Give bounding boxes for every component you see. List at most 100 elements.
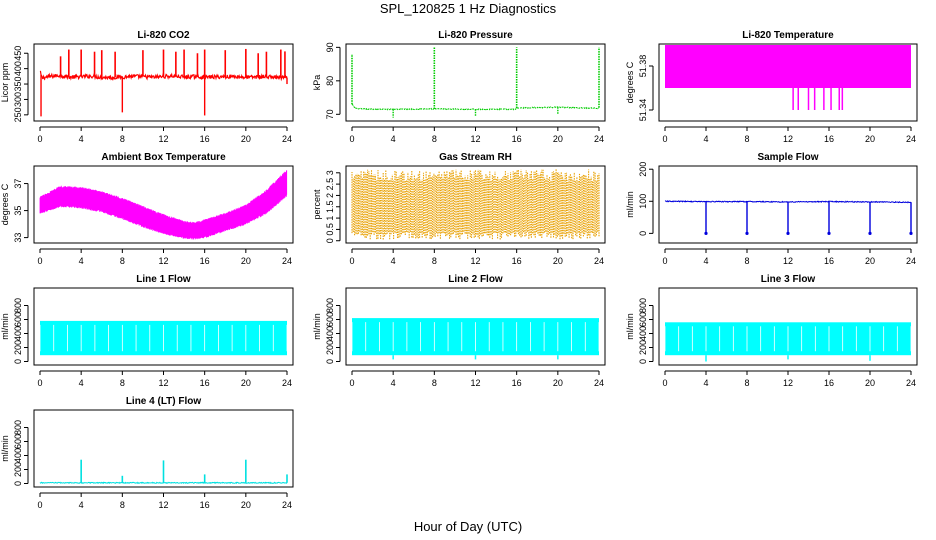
x-tick-label: 4 — [703, 378, 708, 388]
x-tick-label: 4 — [79, 134, 84, 144]
x-tick-label: 24 — [282, 378, 292, 388]
figure-x-axis-label: Hour of Day (UTC) — [414, 519, 522, 534]
x-tick-label: 16 — [512, 134, 522, 144]
panel-frame — [33, 165, 294, 244]
panel-6: Sample Flow ml/min 0 4 8 12 16 20 24 0 100 200 — [625, 152, 918, 266]
y-tick-label: 0 — [638, 359, 648, 364]
x-tick-label: 20 — [865, 378, 875, 388]
x-tick-label: 0 — [37, 500, 42, 510]
y-tick-label: 1.5 — [325, 201, 335, 214]
y-tick-label: 600 — [13, 434, 23, 449]
x-tick-label: 12 — [158, 500, 168, 510]
y-tick-label: 0 — [325, 359, 335, 364]
series-line-1 — [351, 103, 600, 111]
x-tick-label: 12 — [470, 134, 480, 144]
x-tick-label: 12 — [470, 378, 480, 388]
y-tick-label: 300 — [13, 92, 23, 107]
y-axis-label: ml/min — [625, 313, 635, 340]
x-tick-label: 12 — [783, 256, 793, 266]
flow-point — [827, 231, 831, 235]
y-axis-label: percent — [312, 189, 322, 220]
x-tick-label: 4 — [391, 378, 396, 388]
panel-5: Gas Stream RH percent 0 4 8 12 16 20 24 0 0.5 1 1.5 2… — [312, 152, 606, 266]
panel-title: Line 2 Flow — [448, 274, 503, 285]
y-tick-label: 400 — [325, 326, 335, 341]
plot-area — [39, 320, 288, 356]
panel-frame — [658, 43, 918, 122]
panel-frame — [33, 409, 294, 488]
plot-area — [351, 318, 600, 360]
x-tick-label: 12 — [158, 134, 168, 144]
y-tick-label: 90 — [325, 42, 335, 52]
panel-8: Line 2 Flow ml/min 0 4 8 12 16 20 24 0 20040060080… — [312, 274, 606, 388]
y-tick-label: 35 — [13, 206, 23, 216]
y-tick-label: 37 — [13, 179, 23, 189]
y-tick-label: 800 — [13, 298, 23, 313]
y-axis-label: ml/min — [0, 313, 10, 340]
x-tick-label: 8 — [432, 134, 437, 144]
plot-area — [351, 47, 600, 118]
panel-9: Line 3 Flow ml/min 0 4 8 12 16 20 24 0 20040060080… — [625, 274, 918, 388]
x-tick-label: 16 — [200, 134, 210, 144]
panel-3: Li-820 Temperature degrees C 0 4 8 12 16 20 24 51… — [625, 30, 918, 144]
x-tick-label: 12 — [470, 256, 480, 266]
x-tick-label: 8 — [744, 378, 749, 388]
y-tick-label: 400 — [13, 61, 23, 76]
y-tick-label: 3 — [325, 170, 335, 175]
y-axis-label: ml/min — [312, 313, 322, 340]
temperature-band — [39, 170, 288, 240]
x-tick-label: 16 — [200, 256, 210, 266]
y-tick-label: 2.5 — [325, 178, 335, 191]
x-tick-label: 12 — [158, 378, 168, 388]
x-tick-label: 12 — [158, 256, 168, 266]
plot-area — [664, 322, 912, 362]
flow-point — [909, 231, 913, 235]
x-tick-label: 0 — [349, 378, 354, 388]
y-axis-label: Licor ppm — [0, 63, 10, 103]
x-tick-label: 24 — [594, 378, 604, 388]
y-tick-label: 51.38 — [638, 55, 648, 78]
x-tick-label: 8 — [120, 256, 125, 266]
plot-area — [39, 48, 288, 117]
panel-title: Li-820 Temperature — [742, 30, 834, 41]
flow-point — [745, 231, 749, 235]
flow-point — [704, 231, 708, 235]
x-tick-label: 24 — [906, 256, 916, 266]
band-series — [665, 45, 911, 88]
panel-frame — [33, 43, 294, 122]
y-axis-label: ml/min — [0, 435, 10, 462]
x-tick-label: 4 — [391, 256, 396, 266]
y-tick-label: 600 — [638, 312, 648, 327]
x-tick-label: 8 — [744, 256, 749, 266]
y-tick-label: 450 — [13, 46, 23, 61]
y-tick-label: 1 — [325, 216, 335, 221]
x-tick-label: 0 — [37, 134, 42, 144]
x-tick-label: 0 — [662, 256, 667, 266]
y-tick-label: 800 — [638, 298, 648, 313]
x-tick-label: 0 — [349, 256, 354, 266]
y-tick-label: 0 — [13, 359, 23, 364]
x-tick-label: 0 — [37, 378, 42, 388]
y-tick-label: 800 — [13, 420, 23, 435]
x-tick-label: 16 — [512, 256, 522, 266]
x-tick-label: 20 — [553, 134, 563, 144]
panel-frame — [345, 287, 606, 366]
y-axis-label: ml/min — [625, 191, 635, 218]
panel-2: Li-820 Pressure kPa 0 4 8 12 16 20 24 70 80 90 — [312, 30, 606, 144]
x-tick-label: 20 — [241, 500, 251, 510]
x-tick-label: 8 — [120, 134, 125, 144]
panel-frame — [33, 287, 294, 366]
x-tick-label: 16 — [824, 378, 834, 388]
x-tick-label: 16 — [824, 256, 834, 266]
x-tick-label: 16 — [512, 378, 522, 388]
x-tick-label: 0 — [662, 378, 667, 388]
y-tick-label: 33 — [13, 233, 23, 243]
x-tick-label: 4 — [79, 378, 84, 388]
x-tick-label: 20 — [241, 256, 251, 266]
x-tick-label: 8 — [432, 378, 437, 388]
x-tick-label: 20 — [241, 378, 251, 388]
x-tick-label: 4 — [703, 256, 708, 266]
x-tick-label: 0 — [37, 256, 42, 266]
x-tick-label: 8 — [432, 256, 437, 266]
